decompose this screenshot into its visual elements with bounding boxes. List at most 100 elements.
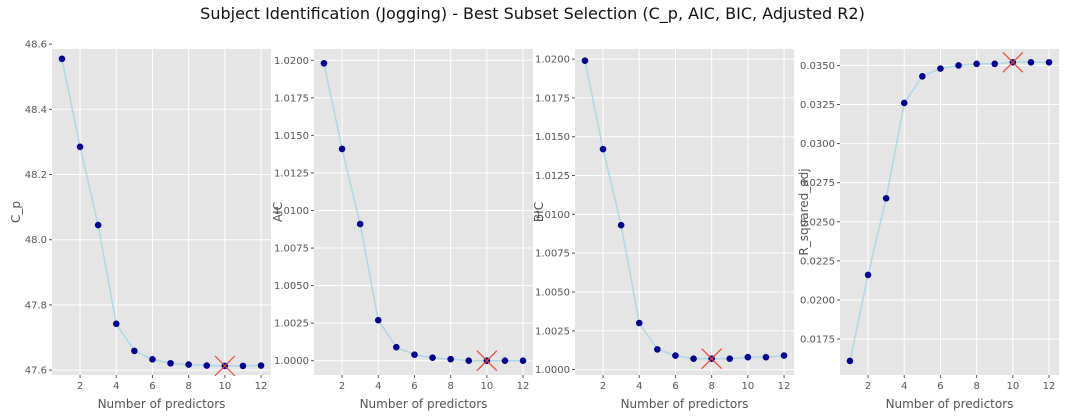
x-tick-label: 8 xyxy=(973,381,979,392)
plot-area xyxy=(52,49,271,375)
y-tick-label: 1.0025 xyxy=(274,319,309,330)
data-point xyxy=(149,356,156,363)
y-tick-label: 0.0325 xyxy=(800,100,835,111)
data-point xyxy=(429,354,436,362)
data-point xyxy=(58,55,66,63)
y-tick-label: 47.6 xyxy=(25,366,47,377)
y-tick-label: 48.0 xyxy=(25,235,47,246)
x-tick-label: 4 xyxy=(375,381,381,392)
y-axis-label: AIC xyxy=(271,202,285,222)
data-point xyxy=(726,355,734,363)
data-point xyxy=(973,60,980,68)
data-point xyxy=(185,361,192,368)
y-tick-label: 0.0275 xyxy=(800,178,835,189)
data-point xyxy=(937,65,944,72)
data-point xyxy=(864,271,872,279)
y-tick-label: 0.0250 xyxy=(800,217,835,228)
y-tick-label: 48.2 xyxy=(25,170,47,181)
panel-3: 1.0000 1.0025 1.0050 1.0075 1.0100 1.0125 1.01… xyxy=(532,49,794,411)
x-tick-label: 2 xyxy=(77,381,83,392)
x-tick-label: 12 xyxy=(255,381,268,392)
data-point xyxy=(635,319,643,327)
x-axis-label: Number of predictors xyxy=(98,397,226,411)
x-tick-label: 8 xyxy=(708,381,714,392)
y-tick-label: 1.0200 xyxy=(274,56,309,67)
y-tick-label: 1.0000 xyxy=(274,356,309,367)
y-tick-label: 48.6 xyxy=(25,40,47,51)
data-point xyxy=(581,57,589,64)
y-tick-label: 1.0075 xyxy=(274,244,309,255)
data-point xyxy=(955,62,962,69)
data-point xyxy=(131,347,138,355)
y-tick-label: 0.0175 xyxy=(800,335,835,346)
data-point xyxy=(919,73,926,80)
y-tick-label: 1.0150 xyxy=(274,131,309,142)
x-axis-label: Number of predictors xyxy=(621,397,749,411)
data-point xyxy=(374,316,382,324)
panel-2: 1.0000 1.0025 1.0050 1.0075 1.0100 1.0125 1.01… xyxy=(271,49,533,411)
best-marker xyxy=(701,348,723,370)
y-axis-label: C_p xyxy=(9,201,23,223)
y-tick-label: 1.0075 xyxy=(535,249,570,260)
x-tick-label: 12 xyxy=(778,381,791,392)
data-point xyxy=(991,60,999,68)
data-point xyxy=(411,351,418,359)
data-point xyxy=(167,359,174,367)
y-axis-label: BIC xyxy=(532,202,546,222)
y-tick-label: 0.0300 xyxy=(800,139,835,150)
data-point xyxy=(599,145,607,153)
y-tick-label: 1.0025 xyxy=(535,326,570,337)
plot-area xyxy=(575,49,794,375)
data-point xyxy=(654,346,661,353)
best-marker xyxy=(214,355,236,377)
x-tick-label: 8 xyxy=(185,381,191,392)
y-tick-label: 1.0050 xyxy=(535,287,570,298)
figure-title: Subject Identification (Jogging) - Best … xyxy=(200,4,865,23)
x-tick-label: 6 xyxy=(937,381,943,392)
x-tick-label: 10 xyxy=(1006,381,1019,392)
y-tick-label: 0.0350 xyxy=(800,61,835,72)
data-point xyxy=(900,99,908,107)
x-tick-label: 6 xyxy=(672,381,678,392)
y-tick-label: 1.0175 xyxy=(274,93,309,104)
y-tick-label: 0.0200 xyxy=(800,295,835,306)
x-tick-label: 4 xyxy=(636,381,642,392)
x-tick-label: 10 xyxy=(218,381,231,392)
data-point xyxy=(239,362,247,370)
data-point xyxy=(112,320,120,328)
data-point xyxy=(882,195,890,202)
x-tick-label: 6 xyxy=(149,381,155,392)
x-tick-label: 4 xyxy=(901,381,907,392)
data-point xyxy=(501,357,509,365)
data-point xyxy=(1045,58,1053,66)
y-axis-label: R_squared_adj xyxy=(797,168,811,255)
data-point xyxy=(203,362,211,369)
x-tick-label: 2 xyxy=(865,381,871,392)
y-tick-label: 1.0100 xyxy=(274,206,309,217)
y-tick-label: 1.0175 xyxy=(535,93,570,104)
x-tick-label: 2 xyxy=(600,381,606,392)
y-tick-label: 1.0150 xyxy=(535,132,570,143)
best-marker xyxy=(1002,51,1024,73)
y-tick-label: 1.0000 xyxy=(535,365,570,376)
panel-4: 0.0175 0.0200 0.0225 0.0250 0.0275 0.0300 0.03… xyxy=(797,49,1059,411)
x-tick-label: 6 xyxy=(411,381,417,392)
data-point xyxy=(672,352,679,359)
plot-area xyxy=(314,49,533,375)
x-tick-label: 2 xyxy=(339,381,345,392)
data-point xyxy=(94,221,102,229)
data-point xyxy=(257,362,265,369)
y-tick-label: 0.0225 xyxy=(800,256,835,267)
data-point xyxy=(356,220,364,228)
data-point xyxy=(393,343,400,351)
x-tick-label: 10 xyxy=(480,381,493,392)
x-tick-label: 10 xyxy=(741,381,754,392)
x-tick-label: 12 xyxy=(1043,381,1056,392)
data-point xyxy=(465,357,473,365)
data-point xyxy=(338,145,346,153)
x-axis-label: Number of predictors xyxy=(886,397,1014,411)
y-tick-label: 1.0125 xyxy=(535,171,570,182)
data-point xyxy=(320,59,328,67)
data-point xyxy=(1027,58,1035,66)
